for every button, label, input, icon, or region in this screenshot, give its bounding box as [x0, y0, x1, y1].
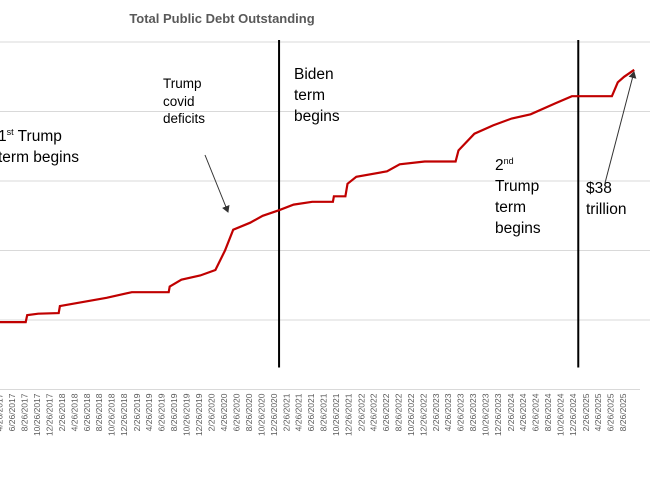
- x-tick-label: 10/26/2019: [181, 393, 191, 436]
- x-axis-ticks: 4/26/2017 6/26/2017 8/26/2017 10/26/2017 12/…: [0, 393, 628, 436]
- x-tick-label: 6/26/2025: [605, 393, 615, 431]
- x-tick-label: 2/26/2023: [431, 393, 441, 431]
- x-tick-label: 2/26/2021: [282, 393, 292, 431]
- x-tick-label: 12/26/2017: [44, 393, 54, 436]
- x-tick-label: 10/26/2017: [32, 393, 42, 436]
- x-tick-label: 10/26/2020: [256, 393, 266, 436]
- x-tick-label: 2/26/2019: [132, 393, 142, 431]
- covid-arrow: [204, 154, 230, 213]
- x-tick-label: 8/26/2018: [94, 393, 104, 431]
- x-tick-label: 10/26/2021: [331, 393, 341, 436]
- x-tick-label: 10/26/2022: [406, 393, 416, 436]
- chart-title: Total Public Debt Outstanding: [129, 11, 314, 26]
- x-tick-label: 2/26/2025: [581, 393, 591, 431]
- x-tick-label: 6/26/2022: [381, 393, 391, 431]
- ann-text: Trump term begins: [495, 178, 541, 237]
- x-tick-label: 4/26/2024: [518, 393, 528, 431]
- x-tick-label: 12/26/2023: [493, 393, 503, 436]
- x-tick-label: 4/26/2019: [144, 393, 154, 431]
- gridlines: [0, 41, 650, 390]
- x-tick-label: 4/26/2018: [69, 393, 79, 431]
- ann-num: 2: [495, 157, 504, 175]
- x-tick-label: 6/26/2017: [7, 393, 17, 431]
- x-tick-label: 10/26/2023: [481, 393, 491, 436]
- x-tick-label: 6/26/2021: [306, 393, 316, 431]
- x-tick-label: 4/26/2023: [443, 393, 453, 431]
- x-tick-label: 2/26/2022: [356, 393, 366, 431]
- ann-num: 1: [0, 128, 7, 146]
- annotation-biden: Biden term begins: [294, 66, 340, 125]
- annotation-second-trump: 2nd Trump term begins: [495, 155, 541, 240]
- x-tick-label: 2/26/2018: [57, 393, 67, 431]
- x-tick-label: 12/26/2024: [568, 393, 578, 436]
- x-tick-label: 4/26/2020: [219, 393, 229, 431]
- x-tick-label: 4/26/2021: [294, 393, 304, 431]
- x-tick-label: 6/26/2023: [456, 393, 466, 431]
- x-tick-label: 8/26/2020: [244, 393, 254, 431]
- x-tick-label: 10/26/2024: [556, 393, 566, 436]
- x-tick-label: 10/26/2018: [107, 393, 117, 436]
- x-tick-label: 2/26/2024: [506, 393, 516, 431]
- x-tick-label: 12/26/2019: [194, 393, 204, 436]
- x-tick-label: 6/26/2019: [157, 393, 167, 431]
- annotation-covid: Trump covid deficits: [163, 76, 206, 127]
- ann-sup: st: [6, 127, 14, 137]
- x-tick-label: 6/26/2018: [82, 393, 92, 431]
- arrows: [204, 71, 637, 213]
- ann-text: Trump term begins: [0, 128, 79, 167]
- x-tick-label: 6/26/2024: [531, 393, 541, 431]
- term-markers: [278, 40, 580, 368]
- x-tick-label: 4/26/2017: [0, 393, 5, 431]
- x-tick-label: 12/26/2022: [418, 393, 428, 436]
- x-tick-label: 4/26/2025: [593, 393, 603, 431]
- x-tick-label: 8/26/2023: [468, 393, 478, 431]
- x-tick-label: 6/26/2020: [231, 393, 241, 431]
- x-tick-label: 8/26/2025: [618, 393, 628, 431]
- annotation-first-trump: 1st Trump term begins: [0, 126, 79, 169]
- x-tick-label: 12/26/2020: [269, 393, 279, 436]
- x-tick-label: 12/26/2018: [119, 393, 129, 436]
- 38-trillion-arrow: [604, 71, 637, 184]
- x-tick-label: 4/26/2022: [368, 393, 378, 431]
- x-tick-label: 8/26/2024: [543, 393, 553, 431]
- annotation-38-trillion: $38 trillion: [586, 180, 627, 218]
- x-tick-label: 8/26/2019: [169, 393, 179, 431]
- x-tick-label: 2/26/2020: [207, 393, 217, 431]
- ann-sup: nd: [503, 156, 514, 166]
- x-tick-label: 8/26/2022: [393, 393, 403, 431]
- x-tick-label: 8/26/2021: [319, 393, 329, 431]
- x-tick-label: 8/26/2017: [19, 393, 29, 431]
- x-tick-label: 12/26/2021: [344, 393, 354, 436]
- debt-series-line: [0, 68, 635, 324]
